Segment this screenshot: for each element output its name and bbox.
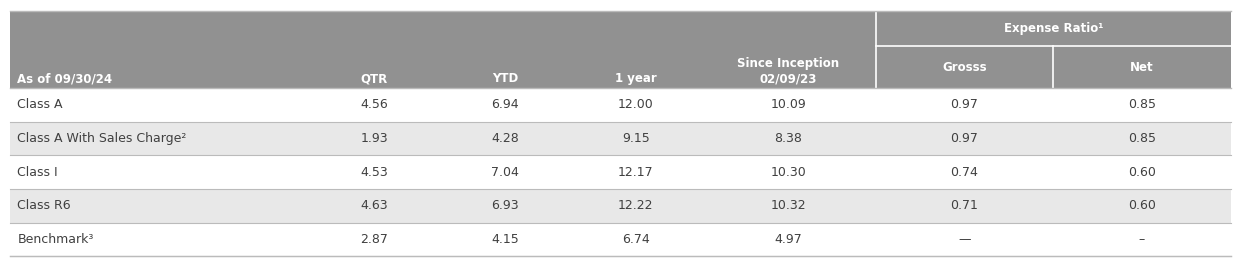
Text: 8.38: 8.38 — [774, 132, 803, 145]
Text: 4.63: 4.63 — [361, 199, 388, 212]
Text: 10.32: 10.32 — [771, 199, 807, 212]
Text: –: – — [1139, 233, 1145, 246]
Text: As of 09/30/24: As of 09/30/24 — [17, 72, 113, 85]
Text: 12.00: 12.00 — [618, 98, 654, 111]
Text: Class R6: Class R6 — [17, 199, 71, 212]
Text: 4.53: 4.53 — [361, 166, 388, 179]
Text: Expense Ratio¹: Expense Ratio¹ — [1004, 22, 1103, 35]
Text: 4.56: 4.56 — [361, 98, 388, 111]
Text: 12.17: 12.17 — [618, 166, 654, 179]
Text: 2.87: 2.87 — [360, 233, 388, 246]
Text: 10.09: 10.09 — [771, 98, 807, 111]
Text: 9.15: 9.15 — [622, 132, 649, 145]
Text: Since Inception
02/09/23: Since Inception 02/09/23 — [737, 57, 839, 85]
Text: 6.93: 6.93 — [491, 199, 519, 212]
Text: 7.04: 7.04 — [491, 166, 519, 179]
Text: Net: Net — [1131, 61, 1154, 74]
Text: 0.71: 0.71 — [951, 199, 978, 212]
Text: QTR: QTR — [361, 72, 388, 85]
Text: 0.97: 0.97 — [951, 98, 978, 111]
Text: 0.74: 0.74 — [951, 166, 978, 179]
Text: 1.93: 1.93 — [361, 132, 388, 145]
Text: Benchmark³: Benchmark³ — [17, 233, 94, 246]
Text: 0.97: 0.97 — [951, 132, 978, 145]
Text: 0.85: 0.85 — [1128, 98, 1155, 111]
Text: —: — — [958, 233, 970, 246]
Text: 0.85: 0.85 — [1128, 132, 1155, 145]
Text: 0.60: 0.60 — [1128, 199, 1155, 212]
Text: Grosss: Grosss — [942, 61, 987, 74]
Text: 0.60: 0.60 — [1128, 166, 1155, 179]
Text: 1 year: 1 year — [614, 72, 656, 85]
Text: 6.74: 6.74 — [622, 233, 649, 246]
Text: 12.22: 12.22 — [618, 199, 654, 212]
Text: Class A: Class A — [17, 98, 63, 111]
Text: 10.30: 10.30 — [771, 166, 807, 179]
Text: 4.15: 4.15 — [491, 233, 519, 246]
Text: 6.94: 6.94 — [491, 98, 519, 111]
Text: 4.97: 4.97 — [774, 233, 802, 246]
Text: Class I: Class I — [17, 166, 58, 179]
Text: YTD: YTD — [491, 72, 519, 85]
Text: Class A With Sales Charge²: Class A With Sales Charge² — [17, 132, 186, 145]
Text: 4.28: 4.28 — [491, 132, 519, 145]
